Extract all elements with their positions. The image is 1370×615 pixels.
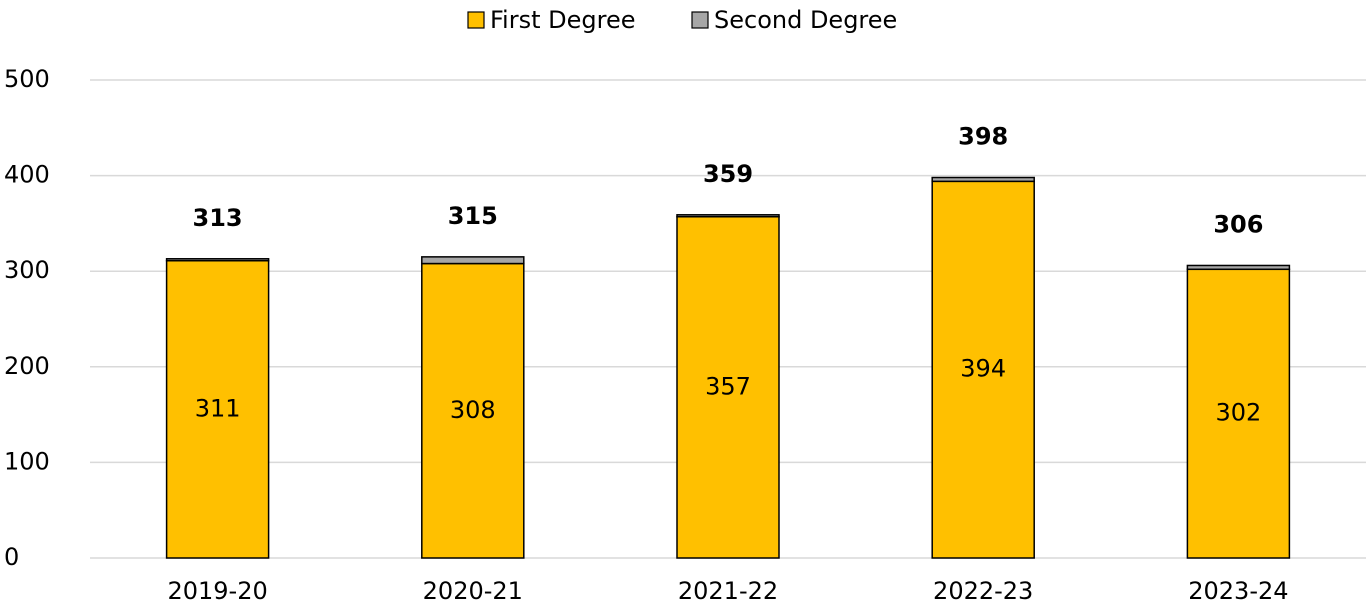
bar-segment — [676, 215, 780, 559]
bar-segment — [165, 259, 270, 559]
data-label: 394 — [960, 355, 1006, 383]
legend-label: Second Degree — [714, 6, 897, 34]
total-label: 359 — [703, 160, 753, 188]
y-tick-label: 500 — [4, 65, 50, 93]
data-label: 311 — [195, 394, 241, 422]
bar-segment — [165, 258, 270, 262]
total-label: 313 — [193, 204, 243, 232]
x-tick-label: 2019-20 — [167, 577, 267, 605]
data-label: 302 — [1215, 399, 1261, 427]
bar-segment — [1186, 268, 1291, 559]
legend-swatch — [691, 11, 709, 29]
bar-segment — [1186, 264, 1291, 271]
x-tick-label: 2021-22 — [678, 577, 778, 605]
bar-segment — [676, 214, 780, 218]
legend-swatch — [467, 11, 485, 29]
bar-segment — [421, 262, 525, 559]
data-label: 357 — [705, 372, 751, 400]
bar-segment — [931, 176, 1035, 183]
x-tick-label: 2020-21 — [423, 577, 523, 605]
total-label: 398 — [958, 123, 1008, 151]
y-tick-label: 200 — [4, 352, 50, 380]
total-label: 306 — [1213, 210, 1263, 238]
y-tick-label: 0 — [4, 543, 19, 571]
x-tick-label: 2022-23 — [933, 577, 1033, 605]
y-tick-label: 100 — [4, 447, 50, 475]
y-tick-label: 300 — [4, 256, 50, 284]
bar-segment — [421, 256, 525, 265]
data-label: 308 — [450, 396, 496, 424]
total-label: 315 — [448, 202, 498, 230]
x-tick-label: 2023-24 — [1188, 577, 1288, 605]
y-tick-label: 400 — [4, 161, 50, 189]
legend-label: First Degree — [490, 6, 636, 34]
